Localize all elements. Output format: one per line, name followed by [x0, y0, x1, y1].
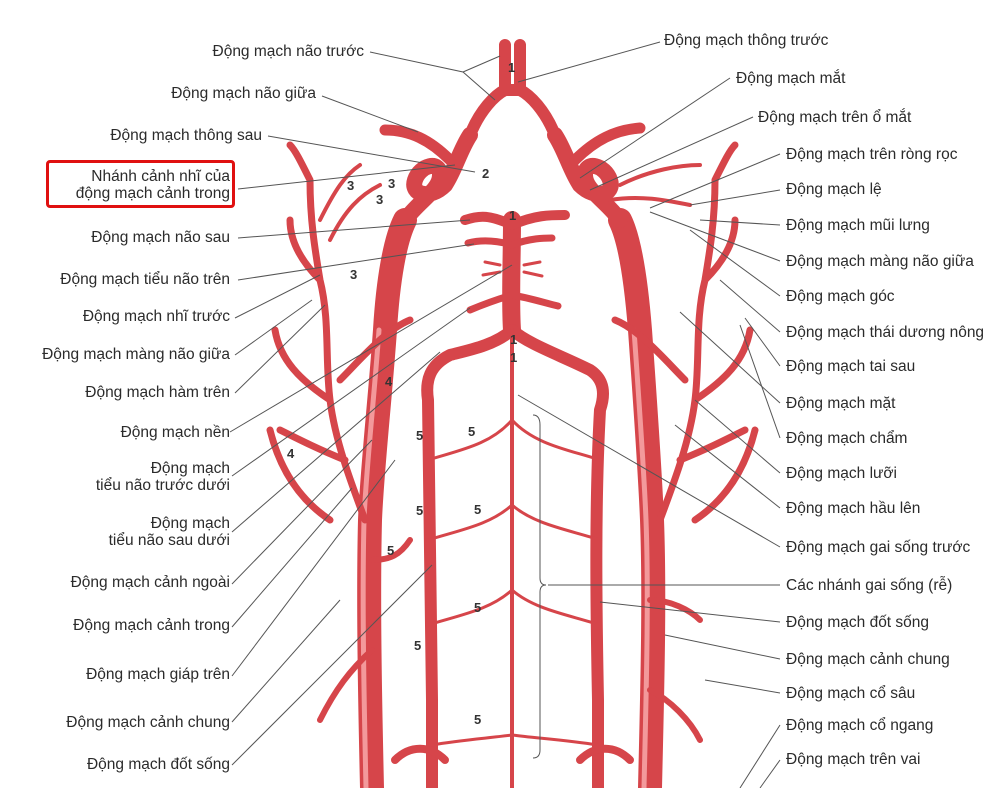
right-common-carotid-highlight: [631, 327, 650, 788]
label-lacrimal-artery: Động mạch lệ: [786, 181, 882, 198]
spinal-bracket: [532, 414, 547, 759]
label-lingual-artery: Động mạch lưỡi: [786, 465, 897, 482]
label-common-carotid-artery-left: Động mạch cảnh chung: [66, 714, 230, 731]
label-anterior-cerebral-artery: Động mạch não trước: [212, 43, 365, 60]
label-caroticotympanic-branch: Nhánh cảnh nhĩ của động mạch cảnh trong: [76, 168, 230, 202]
num-label: 3: [350, 267, 358, 282]
label-suprascapular-artery: Động mạch trên vai: [786, 751, 921, 768]
label-middle-cerebral-artery: Động mạch não giữa: [171, 85, 316, 102]
left-common-carotid-artery: [357, 208, 417, 788]
label-transverse-cervical-artery: Động mạch cổ ngang: [786, 717, 934, 734]
label-basilar-artery: Động mạch nền: [120, 424, 230, 441]
label-posterior-inferior-cerebellar: Động mạch tiểu não sau dưới: [109, 515, 230, 549]
leader-lines: [229, 41, 781, 788]
label-ophthalmic-artery: Động mạch mắt: [736, 70, 846, 87]
num-label: 1: [508, 60, 516, 75]
label-line: Động mạch: [150, 515, 230, 532]
label-line: tiểu não trước dưới: [95, 477, 230, 494]
label-superior-thyroid-artery: Động mạch giáp trên: [86, 666, 230, 683]
label-anterior-tympanic-artery: Động mạch nhĩ trước: [82, 308, 230, 325]
basilar-pontine-branches: [481, 260, 544, 278]
num-label: 5: [474, 600, 482, 615]
left-middle-cerebral-artery: [379, 124, 456, 166]
highlight-box: [46, 160, 235, 208]
anterior-inferior-cerebellar: [466, 291, 562, 314]
label-ascending-pharyngeal-artery: Động mạch hầu lên: [786, 500, 921, 517]
num-label: 5: [474, 502, 482, 517]
num-label: 3: [388, 176, 396, 191]
label-anterior-communicating-artery: Động mạch thông trước: [664, 32, 829, 49]
num-label: 4: [287, 446, 295, 461]
num-label: 1: [510, 350, 518, 365]
label-deep-cervical-artery: Động mạch cổ sâu: [786, 685, 916, 702]
num-label: 5: [416, 428, 424, 443]
spinal-branches: [426, 418, 602, 747]
num-label: 1: [509, 208, 517, 223]
label-posterior-cerebral-artery: Động mạch não sau: [91, 229, 230, 246]
label-line: động mạch cảnh trong: [75, 185, 230, 202]
num-label: 3: [347, 178, 355, 193]
label-anterior-spinal-artery: Động mạch gai sống trước: [786, 539, 971, 556]
num-label: 1: [510, 332, 518, 347]
label-line: Nhánh cảnh nhĩ của: [91, 168, 230, 185]
label-superior-cerebellar-artery: Động mạch tiểu não trên: [60, 271, 230, 288]
label-internal-carotid-artery: Động mạch cảnh trong: [73, 617, 230, 634]
label-posterior-communicating-artery: Động mạch thông sau: [110, 127, 262, 144]
label-maxillary-artery: Động mạch hàm trên: [85, 384, 230, 401]
left-vertebral-artery: [421, 324, 518, 788]
right-vertebral-artery: [506, 324, 609, 788]
num-label: 4: [385, 374, 393, 389]
basilar-artery: [502, 211, 521, 339]
label-posterior-auricular-artery: Động mạch tai sau: [786, 358, 916, 375]
label-vertebral-artery-left: Động mạch đốt sống: [86, 756, 230, 773]
anterior-cerebral-arteries: [464, 39, 561, 141]
label-external-carotid-artery: Động mạch cảnh ngoài: [70, 574, 230, 591]
label-angular-artery: Động mạch góc: [786, 288, 895, 305]
label-vertebral-artery-right: Động mạch đốt sống: [786, 614, 930, 631]
posterior-cerebral-arteries: [460, 210, 570, 230]
right-orbital-branches: [608, 163, 702, 207]
label-middle-meningeal-artery-right: Động mạch màng não giữa: [786, 253, 974, 270]
right-neck-branches: [647, 597, 703, 743]
label-supratrochlear-artery: Động mạch trên ròng rọc: [786, 146, 958, 163]
label-anterior-inferior-cerebellar: Động mạch tiểu não trước dưới: [96, 460, 230, 494]
num-label: 5: [414, 638, 422, 653]
label-occipital-artery: Động mạch chẩm: [786, 430, 908, 447]
right-common-carotid-artery: [608, 208, 666, 788]
left-common-carotid-highlight: [360, 327, 382, 788]
label-facial-artery: Động mạch mặt: [786, 395, 896, 412]
num-label: 3: [376, 192, 384, 207]
label-line: Động mạch: [150, 460, 230, 477]
left-external-carotid-tree: [266, 141, 414, 524]
label-spinal-branches: Các nhánh gai sống (rễ): [786, 577, 953, 594]
label-line: tiểu não sau dưới: [108, 532, 230, 549]
label-supraorbital-artery: Động mạch trên ổ mắt: [758, 109, 912, 126]
left-thyroid-branches: [317, 537, 413, 723]
superior-cerebellar-arteries: [464, 234, 556, 249]
subclavian-arches: [391, 744, 634, 764]
left-internal-carotid-siphon: [397, 127, 478, 228]
right-internal-carotid-siphon: [547, 127, 628, 228]
num-label: 5: [474, 712, 482, 727]
label-superficial-temporal-artery: Động mạch thái dương nông: [786, 324, 985, 341]
right-external-carotid-tree: [611, 141, 759, 524]
label-common-carotid-artery-right: Động mạch cảnh chung: [786, 651, 950, 668]
label-dorsal-nasal-artery: Động mạch mũi lưng: [786, 217, 930, 234]
num-label: 5: [468, 424, 476, 439]
num-label: 2: [482, 166, 490, 181]
num-label: 5: [416, 503, 424, 518]
left-temporal-branches: [318, 163, 382, 242]
artery-network: [266, 39, 759, 788]
right-middle-cerebral-artery: [569, 122, 646, 166]
num-label: 5: [387, 543, 395, 558]
label-middle-meningeal-artery-left: Động mạch màng não giữa: [42, 346, 230, 363]
